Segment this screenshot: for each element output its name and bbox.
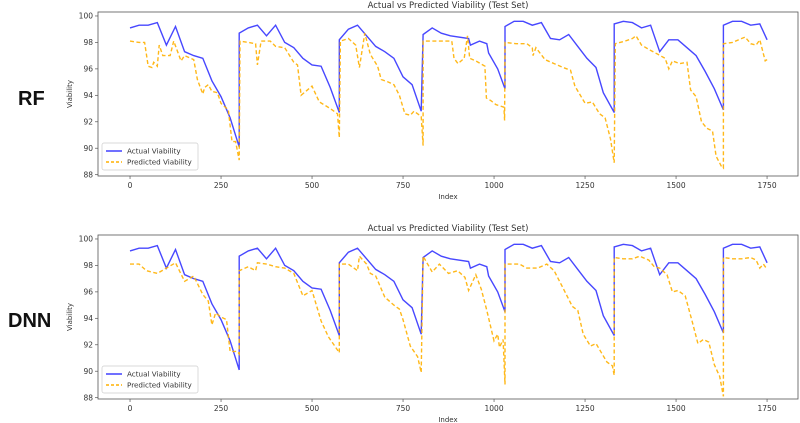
y-tick-label: 96 bbox=[83, 65, 93, 74]
predicted-viability-line bbox=[129, 33, 768, 170]
y-tick-label: 100 bbox=[79, 235, 94, 244]
legend-label: Actual Viability bbox=[127, 370, 181, 379]
actual-viability-line bbox=[129, 243, 768, 371]
y-axis-label: Viability bbox=[66, 303, 74, 331]
row-label-rf: RF bbox=[18, 88, 45, 110]
x-tick-label: 1250 bbox=[576, 181, 595, 190]
x-axis-label: Index bbox=[438, 416, 457, 423]
y-tick-label: 90 bbox=[83, 367, 93, 376]
x-tick-label: 500 bbox=[305, 404, 320, 413]
chart-rf: 0 250 500 750 1000 1250 1500 1750 88 90 92 94 96 98 10… bbox=[66, 1, 799, 201]
y-tick-label: 94 bbox=[83, 314, 93, 323]
y-axis-label: Viability bbox=[66, 80, 74, 108]
x-tick-label: 750 bbox=[396, 404, 411, 413]
chart-dnn: 0 250 500 750 1000 1250 1500 1750 88 90 92 94 96 98 10… bbox=[66, 224, 799, 423]
actual-viability-line bbox=[129, 20, 768, 148]
x-tick-label: 1000 bbox=[485, 404, 504, 413]
x-tick-label: 500 bbox=[305, 181, 320, 190]
y-tick-label: 92 bbox=[83, 340, 93, 349]
y-tick-label: 98 bbox=[83, 38, 93, 47]
y-tick-label: 88 bbox=[83, 170, 93, 179]
x-axis-label: Index bbox=[438, 193, 457, 201]
y-tick-label: 88 bbox=[83, 393, 93, 402]
y-tick-label: 90 bbox=[83, 144, 93, 153]
x-tick-label: 1500 bbox=[667, 181, 686, 190]
legend-box bbox=[101, 142, 199, 171]
x-tick-label: 1750 bbox=[758, 404, 777, 413]
legend-box bbox=[101, 365, 199, 394]
y-tick-label: 94 bbox=[83, 91, 93, 100]
x-tick-label: 1000 bbox=[485, 181, 504, 190]
legend-label: Actual Viability bbox=[127, 147, 181, 156]
y-tick-label: 100 bbox=[79, 12, 94, 21]
y-tick-label: 96 bbox=[83, 288, 93, 297]
row-label-dnn: DNN bbox=[8, 310, 52, 332]
x-tick-label: 1250 bbox=[576, 404, 595, 413]
chart-title: Actual vs Predicted Viability (Test Set) bbox=[368, 1, 529, 11]
predicted-viability-line bbox=[130, 253, 768, 397]
x-tick-label: 0 bbox=[128, 404, 133, 413]
chart-title: Actual vs Predicted Viability (Test Set) bbox=[368, 224, 529, 234]
plot-frame bbox=[97, 234, 799, 400]
legend: Actual Viability Predicted Viability bbox=[101, 365, 199, 394]
x-tick-label: 750 bbox=[396, 181, 411, 190]
x-tick-label: 1500 bbox=[667, 404, 686, 413]
x-tick-label: 1750 bbox=[758, 181, 777, 190]
plot-frame bbox=[97, 11, 799, 177]
x-tick-label: 0 bbox=[128, 181, 133, 190]
legend-label: Predicted Viability bbox=[127, 381, 193, 390]
y-tick-label: 98 bbox=[83, 261, 93, 270]
x-tick-label: 250 bbox=[214, 181, 229, 190]
legend: Actual Viability Predicted Viability bbox=[101, 142, 199, 171]
x-tick-label: 250 bbox=[214, 404, 229, 413]
y-tick-label: 92 bbox=[83, 117, 93, 126]
legend-label: Predicted Viability bbox=[127, 158, 193, 167]
